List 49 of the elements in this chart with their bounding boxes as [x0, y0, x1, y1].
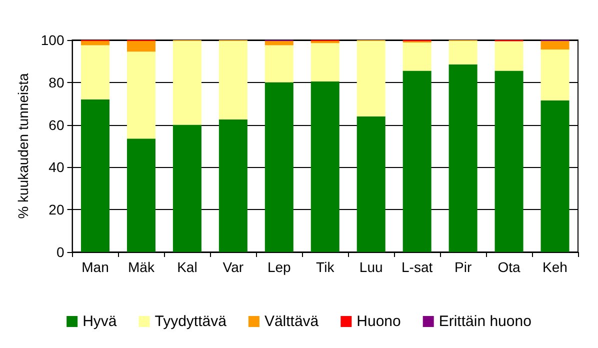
bar	[448, 64, 478, 252]
bar	[126, 41, 156, 52]
bar	[80, 41, 110, 46]
y-tick-label: 60	[48, 116, 64, 133]
legend-label: Tyydyttävä	[154, 313, 228, 330]
bar	[264, 41, 294, 46]
bar	[264, 45, 294, 82]
bar	[494, 70, 524, 252]
legend-label: Huono	[356, 313, 401, 330]
y-tick-label: 40	[48, 159, 64, 176]
bar	[264, 82, 294, 252]
legend-label: Välttävä	[264, 313, 320, 330]
y-tick-label: 0	[56, 244, 64, 260]
bar	[310, 43, 340, 82]
bar	[540, 41, 570, 50]
y-tick-label: 80	[48, 74, 64, 90]
bar	[218, 40, 248, 120]
bar	[402, 42, 432, 71]
bar	[218, 120, 248, 252]
y-tick-label: 20	[48, 202, 64, 218]
bar	[540, 100, 570, 252]
x-tick-label: L-sat	[402, 259, 433, 275]
x-tick-label: Mäk	[128, 259, 156, 275]
bar	[80, 99, 110, 252]
bar	[448, 40, 478, 64]
y-tick-label: 100	[40, 32, 64, 48]
bar	[126, 138, 156, 252]
x-tick-label: Ota	[498, 259, 521, 275]
x-tick-label: Lep	[267, 259, 292, 275]
bar	[172, 40, 202, 125]
legend-label: Hyvä	[82, 313, 118, 330]
bar	[494, 41, 524, 71]
y-axis-title: % kuukauden tunneista	[15, 73, 31, 219]
bar	[126, 52, 156, 139]
bar	[356, 116, 386, 252]
x-tick-label: Var	[222, 259, 244, 275]
bar	[402, 70, 432, 252]
bar	[356, 40, 386, 116]
x-tick-label: Tik	[316, 259, 336, 275]
x-tick-label: Pir	[454, 259, 472, 275]
bar	[172, 124, 202, 252]
bar	[310, 81, 340, 252]
x-tick-label: Kal	[177, 259, 198, 275]
bar	[80, 45, 110, 100]
x-tick-label: Luu	[359, 259, 383, 275]
x-tick-label: Man	[82, 259, 109, 275]
x-tick-label: Keh	[542, 259, 568, 275]
legend-label: Erittäin huono	[438, 313, 532, 330]
bar	[540, 50, 570, 100]
